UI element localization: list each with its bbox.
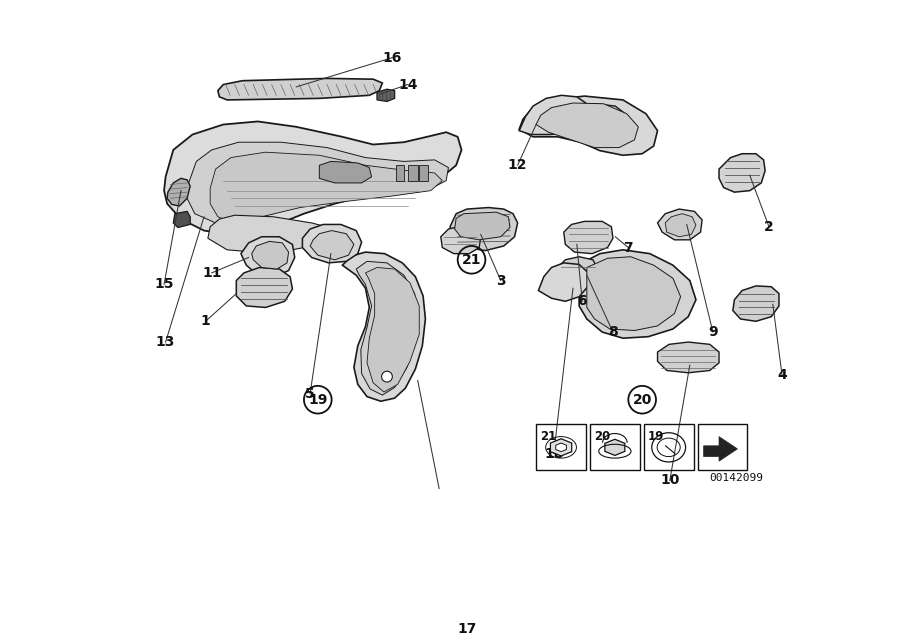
Text: 9: 9: [708, 325, 717, 339]
Polygon shape: [555, 443, 566, 452]
Polygon shape: [408, 165, 418, 181]
Polygon shape: [419, 165, 428, 181]
Polygon shape: [310, 231, 354, 259]
Text: 14: 14: [398, 78, 418, 92]
Polygon shape: [719, 154, 765, 192]
Bar: [590, 424, 640, 471]
Polygon shape: [665, 214, 696, 237]
Polygon shape: [704, 436, 737, 461]
Polygon shape: [605, 439, 625, 455]
Text: 19: 19: [308, 392, 328, 406]
Polygon shape: [658, 209, 702, 240]
Polygon shape: [174, 211, 190, 228]
Polygon shape: [241, 237, 294, 277]
Polygon shape: [550, 104, 626, 134]
Text: 18: 18: [544, 446, 563, 460]
Text: 16: 16: [382, 51, 402, 65]
Circle shape: [382, 371, 392, 382]
Polygon shape: [167, 178, 190, 206]
Text: 8: 8: [608, 325, 617, 339]
Polygon shape: [377, 89, 395, 102]
Polygon shape: [302, 225, 362, 263]
Polygon shape: [237, 268, 292, 307]
Text: 20: 20: [633, 392, 652, 406]
Polygon shape: [538, 263, 589, 301]
Polygon shape: [187, 142, 448, 223]
Text: 15: 15: [154, 277, 174, 291]
Polygon shape: [356, 261, 418, 395]
Text: 13: 13: [156, 335, 176, 349]
Text: 11: 11: [202, 266, 221, 280]
Polygon shape: [441, 226, 481, 254]
Text: 5: 5: [305, 387, 315, 401]
Polygon shape: [579, 250, 696, 338]
Text: 7: 7: [624, 240, 633, 254]
Polygon shape: [536, 103, 638, 148]
Polygon shape: [320, 162, 372, 183]
Text: 10: 10: [660, 473, 680, 487]
Text: 17: 17: [457, 622, 477, 636]
Polygon shape: [558, 257, 598, 283]
Polygon shape: [658, 342, 719, 373]
Text: 3: 3: [496, 273, 506, 287]
Polygon shape: [531, 100, 626, 132]
Polygon shape: [252, 241, 289, 269]
Polygon shape: [587, 257, 680, 331]
Text: 6: 6: [578, 294, 587, 308]
Polygon shape: [519, 96, 658, 155]
Bar: [698, 424, 748, 471]
Polygon shape: [342, 252, 426, 401]
Polygon shape: [211, 152, 442, 223]
Polygon shape: [519, 95, 590, 134]
Polygon shape: [218, 78, 382, 100]
Text: 00142099: 00142099: [709, 473, 763, 483]
Text: 12: 12: [508, 158, 527, 172]
Bar: [536, 424, 586, 471]
Text: 1: 1: [201, 314, 211, 328]
Text: 2: 2: [764, 220, 774, 234]
Polygon shape: [733, 286, 779, 321]
Text: 21: 21: [462, 252, 482, 267]
Polygon shape: [450, 207, 518, 251]
Polygon shape: [208, 215, 335, 254]
Polygon shape: [365, 268, 419, 392]
Polygon shape: [164, 121, 462, 235]
Bar: [644, 424, 694, 471]
Polygon shape: [454, 212, 510, 240]
Polygon shape: [551, 439, 572, 456]
Text: 4: 4: [778, 368, 787, 382]
Polygon shape: [396, 165, 404, 181]
Text: 21: 21: [540, 431, 556, 443]
Text: 19: 19: [647, 431, 664, 443]
Polygon shape: [563, 221, 613, 254]
Text: 20: 20: [594, 431, 610, 443]
